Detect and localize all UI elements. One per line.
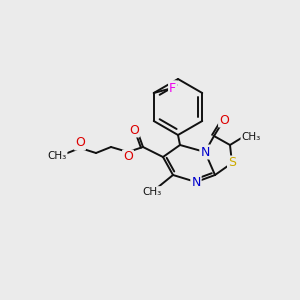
Text: O: O	[75, 136, 85, 149]
Text: CH₃: CH₃	[242, 132, 261, 142]
Text: F: F	[169, 82, 176, 94]
Text: CH₃: CH₃	[142, 187, 162, 197]
Text: O: O	[129, 124, 139, 136]
Text: S: S	[228, 157, 236, 169]
Text: CH₃: CH₃	[47, 151, 67, 161]
Text: O: O	[219, 113, 229, 127]
Text: F: F	[169, 82, 176, 94]
Text: N: N	[200, 146, 210, 158]
Text: O: O	[123, 151, 133, 164]
Text: N: N	[191, 176, 201, 188]
